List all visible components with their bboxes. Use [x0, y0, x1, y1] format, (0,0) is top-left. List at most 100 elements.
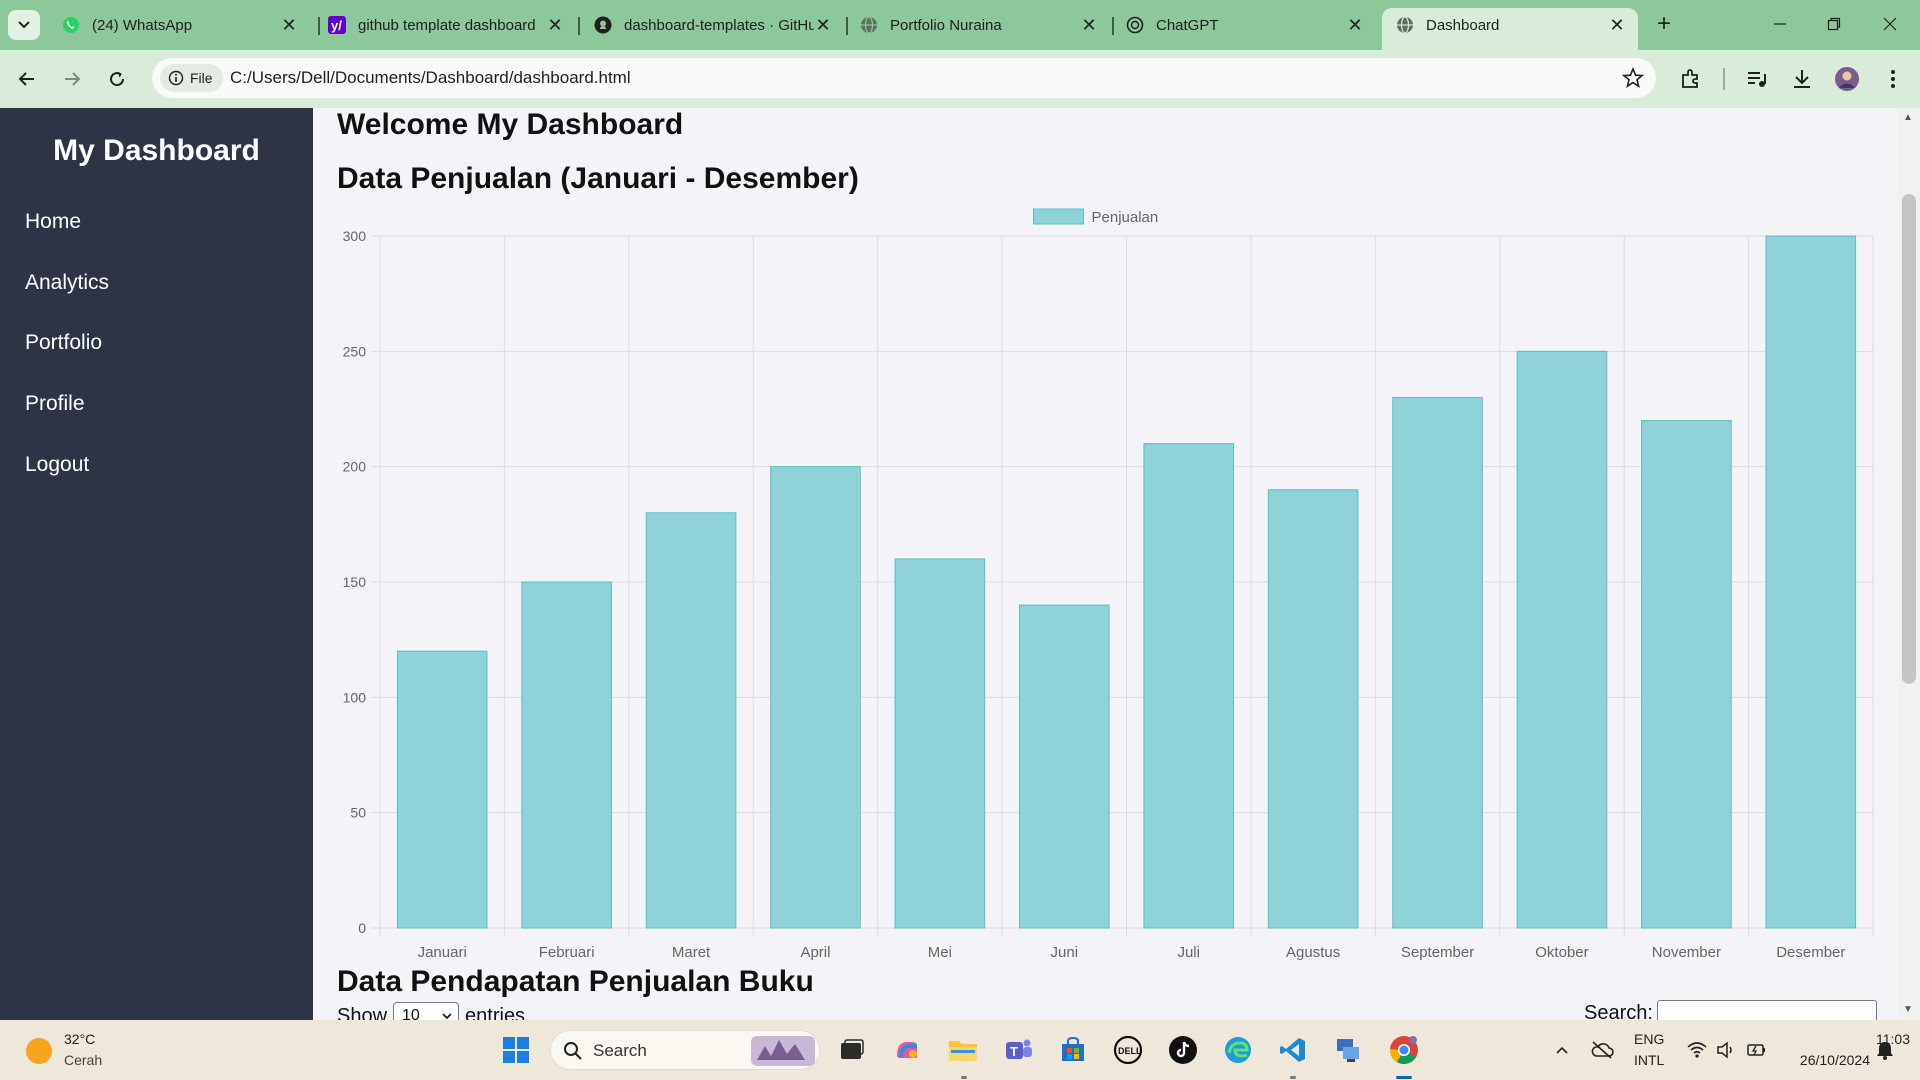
close-icon[interactable]: ✕ [1347, 14, 1363, 35]
close-window-button[interactable] [1870, 8, 1910, 40]
tab-separator [1112, 17, 1114, 35]
x-tick-label: Februari [539, 944, 595, 961]
chart-bar [1641, 420, 1732, 929]
svg-text:y/: y/ [331, 18, 342, 33]
page-scrollbar[interactable]: ▲ ▼ [1898, 108, 1920, 1020]
remote-desktop-button[interactable] [1330, 1032, 1366, 1068]
notification-bell-icon[interactable] [1876, 1040, 1894, 1060]
speaker-icon[interactable] [1716, 1041, 1736, 1059]
tab-portfolio[interactable]: Portfolio Nuraina ✕ [846, 8, 1110, 42]
sidebar-item-logout[interactable]: Logout [25, 453, 90, 476]
bookmark-star-icon[interactable] [1621, 66, 1645, 94]
chrome-button[interactable] [1386, 1032, 1422, 1068]
file-chip-label: File [190, 70, 213, 86]
scroll-up-arrow-icon[interactable]: ▲ [1903, 112, 1913, 123]
clock-time[interactable]: 11:03 [1876, 1031, 1910, 1047]
sidebar-item-profile[interactable]: Profile [25, 392, 85, 415]
tiktok-button[interactable] [1165, 1032, 1201, 1068]
copilot-button[interactable] [889, 1032, 925, 1068]
media-controls-button[interactable] [1742, 64, 1772, 94]
minimize-icon [1774, 23, 1786, 25]
sidebar-item-analytics[interactable]: Analytics [25, 271, 110, 294]
tab-whatsapp[interactable]: (24) WhatsApp ✕ [48, 8, 310, 42]
x-tick-label: Juli [1177, 944, 1200, 961]
chart-bar [521, 581, 612, 929]
wifi-icon[interactable] [1686, 1041, 1708, 1059]
search-icon [564, 1042, 582, 1060]
entries-length-control: Show 10 entries [337, 1002, 525, 1020]
battery-charging-icon[interactable] [1746, 1041, 1768, 1059]
tab-github-template[interactable]: y/ github template dashboard ✕ [314, 8, 576, 42]
chart-bar [770, 466, 861, 929]
microsoft-store-button[interactable] [1055, 1032, 1091, 1068]
downloads-button[interactable] [1787, 64, 1817, 94]
url-text[interactable]: C:/Users/Dell/Documents/Dashboard/dashbo… [230, 68, 631, 87]
keyboard-layout[interactable]: INTL [1634, 1052, 1665, 1068]
chart-bar [1267, 489, 1359, 929]
sidebar-item-home[interactable]: Home [25, 210, 82, 233]
back-button[interactable] [10, 62, 44, 96]
chevron-up-icon[interactable] [1555, 1045, 1569, 1055]
language-code[interactable]: ENG [1634, 1031, 1665, 1047]
entries-select-value: 10 [402, 1007, 420, 1020]
close-icon[interactable]: ✕ [281, 14, 297, 35]
vscode-icon [1280, 1038, 1305, 1062]
start-button[interactable] [498, 1032, 534, 1068]
new-tab-button[interactable]: + [1656, 10, 1671, 37]
taskbar-search-box[interactable]: Search [550, 1030, 820, 1070]
close-icon[interactable]: ✕ [1081, 14, 1097, 35]
more-vertical-icon [1891, 70, 1895, 88]
tab-title: (24) WhatsApp [92, 16, 193, 34]
minimize-button[interactable] [1760, 8, 1800, 40]
running-indicator [1290, 1076, 1296, 1079]
puzzle-icon [1682, 69, 1698, 88]
tab-dashboard-templates[interactable]: dashboard-templates · GitHub ✕ [580, 8, 844, 42]
clock-date[interactable]: 26/10/2024 [1799, 1052, 1870, 1068]
tab-search-button[interactable] [8, 10, 40, 40]
whatsapp-icon [62, 16, 80, 34]
task-view-button[interactable] [834, 1032, 870, 1068]
browser-tab-bar: (24) WhatsApp ✕ y/ github template dashb… [0, 0, 1920, 50]
file-explorer-button[interactable] [945, 1032, 981, 1068]
page-title: Welcome My Dashboard [337, 108, 684, 141]
tab-separator [846, 17, 848, 35]
tab-title: Portfolio Nuraina [890, 16, 1002, 34]
info-icon [168, 70, 184, 86]
arrow-left-icon [18, 72, 34, 86]
chart-bar [1765, 235, 1857, 929]
reload-button[interactable] [100, 62, 134, 96]
entries-select[interactable]: 10 [393, 1002, 460, 1020]
tab-dashboard[interactable]: Dashboard ✕ [1382, 8, 1638, 50]
y-tick-label: 200 [343, 459, 367, 475]
restore-button[interactable] [1814, 8, 1854, 40]
teams-button[interactable]: T [1000, 1032, 1036, 1068]
chart-bar [894, 558, 986, 929]
address-bar[interactable]: File C:/Users/Dell/Documents/Dashboard/d… [152, 58, 1656, 98]
tab-chatgpt[interactable]: ChatGPT ✕ [1112, 8, 1376, 42]
close-icon[interactable]: ✕ [547, 14, 563, 35]
y-tick-label: 50 [350, 805, 366, 821]
scroll-down-arrow-icon[interactable]: ▼ [1903, 1004, 1913, 1015]
chart-bar [1392, 396, 1483, 929]
scrollbar-thumb[interactable] [1902, 194, 1916, 684]
site-info-chip[interactable]: File [160, 64, 223, 92]
onedrive-offline-icon[interactable] [1590, 1040, 1614, 1060]
globe-icon [1396, 16, 1414, 34]
playlist-icon [1748, 72, 1766, 87]
edge-button[interactable] [1220, 1032, 1256, 1068]
profile-avatar[interactable] [1832, 64, 1862, 94]
income-table-heading: Data Pendapatan Penjualan Buku [337, 965, 814, 998]
forward-button[interactable] [55, 62, 89, 96]
dell-button[interactable]: DELL [1110, 1032, 1146, 1068]
sidebar-item-portfolio[interactable]: Portfolio [25, 331, 103, 354]
browser-menu-button[interactable] [1878, 64, 1908, 94]
vscode-button[interactable] [1275, 1032, 1311, 1068]
tiktok-icon [1169, 1036, 1197, 1064]
close-icon[interactable]: ✕ [1609, 14, 1625, 35]
table-search-input[interactable] [1657, 1000, 1877, 1020]
extensions-button[interactable] [1676, 64, 1706, 94]
chrome-icon [1390, 1036, 1418, 1064]
close-icon[interactable]: ✕ [815, 14, 831, 35]
chart-bar [645, 512, 737, 929]
x-tick-label: November [1652, 944, 1721, 961]
